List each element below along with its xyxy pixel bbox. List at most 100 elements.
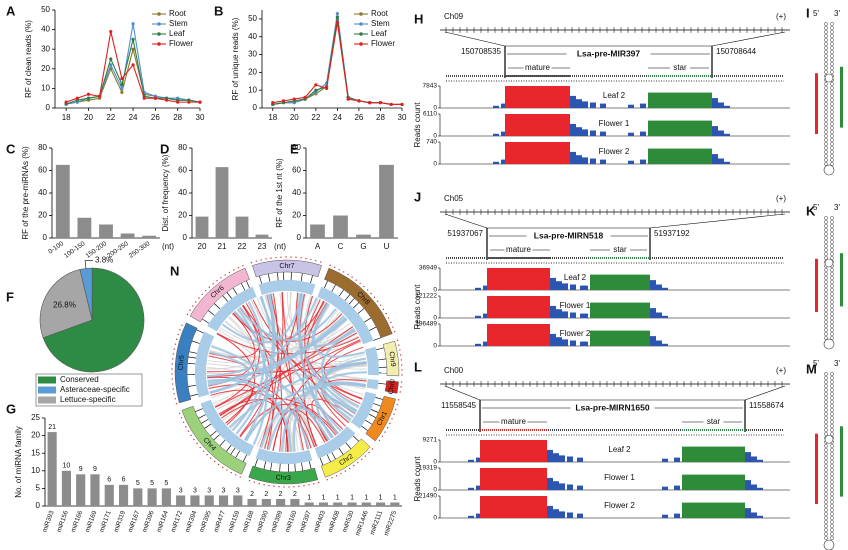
link — [245, 381, 367, 442]
mature-coverage — [480, 496, 547, 518]
scale-dot — [398, 344, 400, 346]
point — [281, 99, 286, 103]
base — [830, 102, 834, 106]
bracket — [444, 385, 481, 401]
chromosome: Ch00 — [444, 366, 464, 375]
data-label: 1 — [322, 494, 326, 501]
coverage — [553, 453, 559, 462]
base — [824, 320, 828, 324]
base — [824, 400, 828, 404]
y-tick-label: 0 — [183, 233, 188, 242]
coverage — [718, 130, 724, 136]
data-label: 1 — [336, 494, 340, 501]
base — [824, 244, 828, 248]
coverage — [640, 131, 646, 136]
bar — [390, 502, 400, 506]
base — [824, 62, 828, 66]
coverage — [570, 314, 576, 318]
mature-bar — [815, 73, 818, 134]
point — [153, 96, 157, 100]
base — [830, 384, 834, 388]
locus-tick — [259, 275, 262, 284]
base — [830, 26, 834, 30]
bar — [379, 164, 394, 238]
link — [242, 304, 363, 400]
base — [830, 312, 834, 316]
base — [830, 268, 834, 272]
scale-dot — [300, 257, 302, 259]
panel-label: J — [414, 189, 421, 204]
coverage — [476, 485, 482, 490]
bar — [90, 474, 100, 506]
y-tick-label: 21490 — [419, 493, 437, 500]
locus-tick — [263, 461, 267, 470]
bar — [99, 224, 113, 238]
y-tick-label: 0 — [433, 487, 437, 494]
bar — [176, 495, 186, 506]
locus-tick — [188, 356, 197, 359]
chromosome-label: Chr7 — [279, 263, 294, 270]
coverage — [582, 341, 588, 346]
base — [824, 126, 828, 130]
chromosome — [189, 267, 250, 323]
data-label: 1 — [379, 494, 383, 501]
bar — [347, 502, 357, 506]
base — [830, 224, 834, 228]
locus-tick — [196, 329, 204, 334]
coverage — [757, 487, 763, 490]
base — [824, 240, 828, 244]
label-bg — [610, 245, 630, 255]
chromosome: Ch09 — [444, 12, 464, 21]
base — [830, 82, 834, 86]
base — [830, 448, 834, 452]
y-tick-label: 40 — [178, 188, 187, 197]
base — [824, 102, 828, 106]
scale-dot — [192, 305, 194, 307]
base — [824, 380, 828, 384]
scale-dot — [172, 358, 174, 360]
x-tick-label: 26 — [354, 113, 363, 122]
base — [824, 480, 828, 484]
base — [830, 392, 834, 396]
point — [109, 57, 113, 61]
scale-dot — [357, 461, 359, 464]
link — [302, 300, 324, 447]
data-label: 5 — [164, 480, 168, 487]
y-tick-label: 36949 — [419, 265, 437, 272]
base — [830, 488, 834, 492]
mature-coverage — [505, 86, 570, 108]
scale-dot — [401, 364, 403, 366]
locus-tick — [338, 289, 344, 297]
y-tick-label: 0 — [433, 343, 437, 350]
y-tick-label: 30 — [248, 50, 257, 59]
pie-slice — [42, 267, 145, 373]
star-coverage — [590, 330, 650, 346]
scale-dot — [379, 304, 382, 306]
coverage — [751, 484, 757, 490]
bar — [361, 502, 371, 506]
scale-dot — [242, 265, 244, 267]
star-coverage — [648, 148, 712, 164]
x-tick-label: 24 — [333, 113, 342, 122]
coverage — [718, 158, 724, 164]
legend-swatch — [38, 396, 56, 404]
base — [824, 58, 828, 62]
y-tick-label: 0 — [433, 133, 437, 140]
x-tick-label: 21 — [218, 242, 227, 251]
scale-dot — [186, 313, 189, 316]
coverage — [751, 456, 757, 462]
base — [824, 134, 828, 138]
start-coordinate: 51937067 — [447, 229, 483, 238]
coverage — [559, 511, 565, 518]
base — [830, 460, 834, 464]
base — [824, 288, 828, 292]
point — [198, 100, 202, 104]
x-tick-label: miR319 — [113, 510, 127, 534]
y-tick-label: 0 — [433, 287, 437, 294]
legend-box — [35, 373, 143, 407]
base — [824, 316, 828, 320]
base — [824, 54, 828, 58]
base — [824, 276, 828, 280]
legend-swatch — [38, 376, 56, 384]
legend-label: Flower — [371, 39, 395, 48]
